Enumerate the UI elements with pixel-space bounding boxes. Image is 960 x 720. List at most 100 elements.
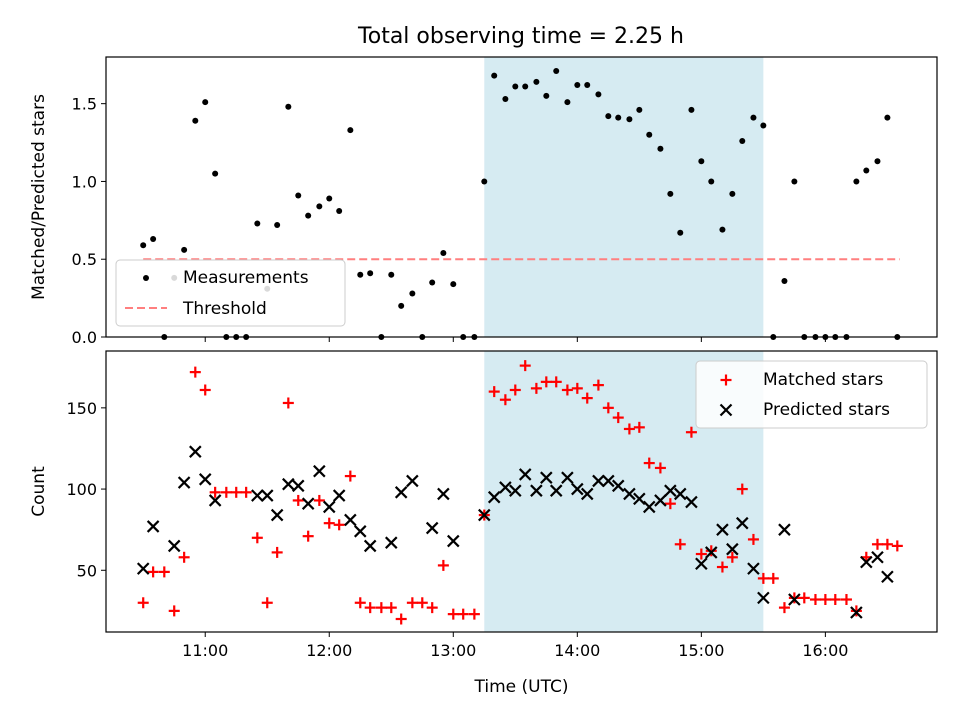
measurement-point (615, 114, 622, 121)
measurement-point (791, 178, 798, 185)
axes-frame (105, 56, 938, 338)
predicted-star-point-b (788, 593, 801, 606)
x-tick-label: 12:00 (306, 641, 352, 660)
measurement-point (719, 226, 726, 233)
predicted-star-point-b (384, 536, 398, 549)
predicted-star-point-b (695, 557, 708, 571)
matched-star-point (437, 559, 449, 571)
matched-star-point (871, 538, 883, 550)
predicted-star-point (332, 489, 346, 502)
matched-star-point (767, 572, 779, 584)
ratio-panel: 0.0 0.5 1.0 1.5 Matched/Predicted stars Measu… (29, 56, 938, 347)
observing-window-shade (484, 57, 764, 337)
y-tick-label: 100 (66, 480, 97, 499)
predicted-star-point (673, 487, 687, 501)
matched-star-point (550, 376, 562, 388)
y-tick-label: 1.0 (72, 172, 97, 191)
matched-star-point (457, 608, 469, 620)
predicted-star-point-b (580, 487, 594, 501)
predicted-star-point-b (747, 562, 760, 575)
measurement-point (564, 99, 571, 106)
matched-star-point (612, 412, 624, 424)
matched-star-point (251, 532, 263, 544)
predicted-star-point (633, 492, 646, 506)
measurement-point (584, 82, 591, 88)
series-predicted-stars (136, 445, 894, 619)
measurement-point (429, 279, 436, 286)
matched-star-point (705, 545, 717, 557)
y-axis-label: Count (29, 466, 49, 517)
predicted-star-point-b (291, 479, 305, 493)
measurement-point (750, 114, 757, 121)
predicted-star-point (177, 476, 191, 489)
predicted-star-point (189, 445, 202, 458)
matched-star-point (333, 519, 345, 531)
matched-star-point (168, 605, 180, 617)
predicted-star-point-b (860, 555, 873, 569)
x-tick-label: 13:00 (430, 641, 476, 660)
predicted-star-point (437, 487, 450, 501)
predicted-star-point-b (561, 471, 574, 484)
series-matched-stars (137, 360, 903, 625)
measurement-point (884, 114, 891, 121)
measurement-point (543, 92, 550, 99)
measurement-point (285, 103, 292, 110)
predicted-star-point (499, 481, 512, 494)
matched-star-point (623, 423, 635, 435)
matched-star-point (447, 608, 459, 620)
matched-star-point (395, 613, 407, 625)
predicted-star-point (540, 471, 553, 484)
predicted-star-point-b (499, 481, 512, 494)
predicted-star-point (735, 516, 749, 530)
predicted-star-point-b (251, 489, 264, 502)
matched-star-point (364, 602, 376, 614)
measurement-point (874, 158, 881, 165)
predicted-star-point-b (167, 539, 181, 553)
matched-star-point (240, 486, 252, 498)
predicted-star-point (716, 523, 729, 536)
x-tick-label: 15:00 (678, 641, 724, 660)
measurement-point (853, 178, 860, 185)
measurement-point (450, 281, 457, 288)
predicted-star-point-b (664, 484, 677, 497)
measurement-point (398, 302, 405, 309)
predicted-star-point (251, 489, 264, 502)
matched-star-point (757, 572, 769, 584)
measurement-point (367, 270, 374, 277)
measurement-point (781, 278, 788, 284)
legend-measurements-label: Measurements (183, 268, 309, 288)
predicted-star-point-b (270, 508, 284, 522)
measurement-point (295, 192, 302, 199)
measurement-point (181, 246, 188, 253)
predicted-star-point (757, 591, 770, 605)
predicted-star-point-b (332, 489, 346, 502)
predicted-star-point-b (735, 516, 749, 530)
matched-star-point (209, 486, 221, 498)
predicted-star-point (704, 546, 718, 559)
predicted-star-point (518, 468, 532, 481)
matched-star-point (829, 594, 841, 606)
predicted-star-point-b (478, 508, 491, 522)
measurement-point (574, 82, 581, 88)
matched-star-point (778, 602, 790, 614)
predicted-star-point-b (704, 546, 718, 559)
matched-star-point (716, 561, 728, 573)
measurement-point (739, 138, 746, 144)
predicted-star-point (623, 487, 636, 501)
predicted-star-point (602, 474, 615, 488)
matched-star-point (602, 402, 614, 414)
predicted-star-point-b (871, 551, 884, 564)
matched-star-point (426, 602, 438, 614)
matched-star-point (519, 360, 531, 372)
predicted-star-point (509, 484, 522, 497)
predicted-star-point (642, 500, 656, 514)
measurement-point (254, 220, 261, 227)
predicted-star-point (344, 513, 357, 527)
predicted-star-point (487, 490, 501, 504)
predicted-star-point (592, 474, 605, 488)
predicted-star-point-b (260, 489, 274, 502)
measurement-point (212, 170, 219, 177)
x-axis-label: Time (UTC) (474, 677, 569, 697)
measurement-point (688, 106, 695, 113)
